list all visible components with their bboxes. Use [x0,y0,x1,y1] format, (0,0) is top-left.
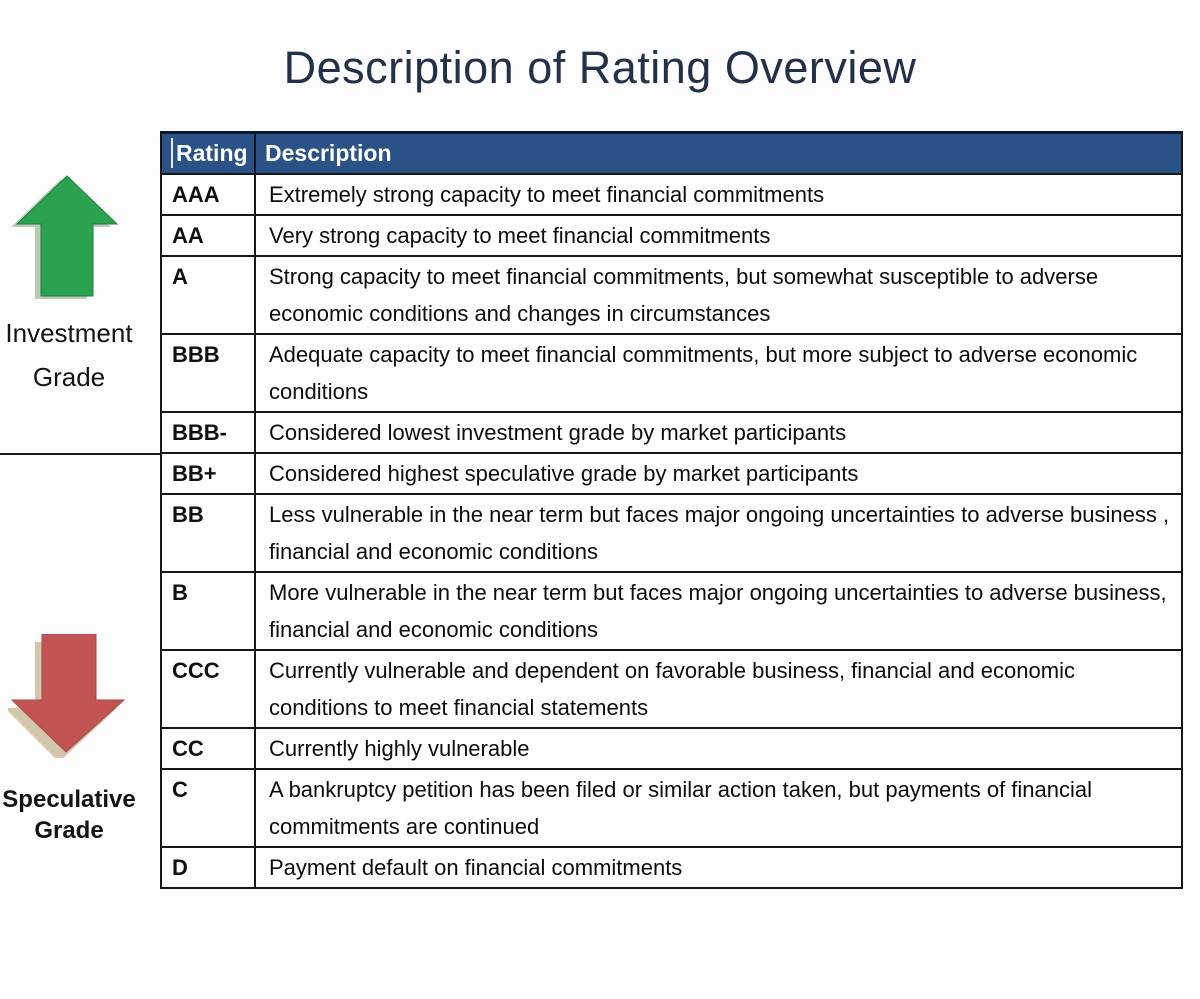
page-title: Description of Rating Overview [283,42,917,93]
rating-cell[interactable]: BB+ [160,451,256,495]
table-row: B More vulnerable in the near term but fa… [160,570,1183,651]
description-cell[interactable]: Very strong capacity to meet financial c… [254,213,1183,257]
rating-cell[interactable]: A [160,254,256,335]
rating-cell[interactable]: B [160,570,256,651]
table-row: BBB- Considered lowest investment grade b… [160,410,1183,454]
description-cell[interactable]: Considered highest speculative grade by … [254,451,1183,495]
description-cell[interactable]: Less vulnerable in the near term but fac… [254,492,1183,573]
rating-table: Rating Description AAA Extremely strong c… [160,131,1183,889]
table-row: A Strong capacity to meet financial commi… [160,254,1183,335]
speculative-grade-line2: Grade [34,817,104,844]
table-row: BB+ Considered highest speculative grade … [160,451,1183,495]
table-row: CCC Currently vulnerable and dependent on… [160,648,1183,729]
description-cell[interactable]: Currently vulnerable and dependent on fa… [254,648,1183,729]
column-header-description[interactable]: Description [254,131,1183,175]
description-cell[interactable]: Payment default on financial commitments [254,845,1183,889]
table-row: D Payment default on financial commitment… [160,845,1183,889]
speculative-grade-line1: Speculative [2,786,136,813]
description-cell[interactable]: Strong capacity to meet financial commit… [254,254,1183,335]
rating-table-body: AAA Extremely strong capacity to meet fin… [160,172,1183,889]
investment-grade-line2: Grade [32,362,106,392]
rating-cell[interactable]: D [160,845,256,889]
rating-table-container: Rating Description AAA Extremely strong c… [160,131,1183,889]
rating-cell[interactable]: AAA [160,172,256,216]
rating-cell[interactable]: AA [160,213,256,257]
description-cell[interactable]: Extremely strong capacity to meet financ… [254,172,1183,216]
rating-cell[interactable]: CCC [160,648,256,729]
description-cell[interactable]: Considered lowest investment grade by ma… [254,410,1183,454]
rating-cell[interactable]: C [160,767,256,848]
down-arrow-icon [8,634,126,758]
description-cell[interactable]: More vulnerable in the near term but fac… [254,570,1183,651]
speculative-grade-label: Speculative Grade [0,784,138,846]
column-header-description-label: Description [265,139,392,166]
table-row: CC Currently highly vulnerable [160,726,1183,770]
text-cursor [171,138,173,169]
rating-cell[interactable]: CC [160,726,256,770]
description-cell[interactable]: A bankruptcy petition has been filed or … [254,767,1183,848]
table-row: BBB Adequate capacity to meet financial c… [160,332,1183,413]
rating-cell[interactable]: BBB [160,332,256,413]
rating-cell[interactable]: BBB- [160,410,256,454]
grade-divider-line [0,453,160,455]
table-row: BB Less vulnerable in the near term but f… [160,492,1183,573]
column-header-rating[interactable]: Rating [160,131,256,175]
investment-grade-line1: Investment [5,318,133,348]
table-row: AA Very strong capacity to meet financial… [160,213,1183,257]
description-cell[interactable]: Adequate capacity to meet financial comm… [254,332,1183,413]
table-row: AAA Extremely strong capacity to meet fin… [160,172,1183,216]
rating-cell[interactable]: BB [160,492,256,573]
description-cell[interactable]: Currently highly vulnerable [254,726,1183,770]
up-arrow-icon [11,175,119,299]
investment-grade-label: Investment Grade [0,311,138,399]
table-header-row: Rating Description [160,131,1183,175]
column-header-rating-label: Rating [176,139,248,166]
